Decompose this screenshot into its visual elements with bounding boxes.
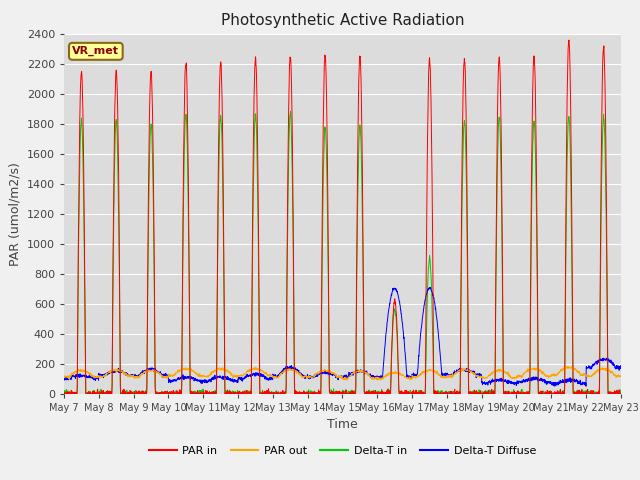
Y-axis label: PAR (umol/m2/s): PAR (umol/m2/s) xyxy=(8,162,21,265)
Title: Photosynthetic Active Radiation: Photosynthetic Active Radiation xyxy=(221,13,464,28)
X-axis label: Time: Time xyxy=(327,418,358,431)
Legend: PAR in, PAR out, Delta-T in, Delta-T Diffuse: PAR in, PAR out, Delta-T in, Delta-T Dif… xyxy=(145,441,540,460)
Text: VR_met: VR_met xyxy=(72,46,119,57)
